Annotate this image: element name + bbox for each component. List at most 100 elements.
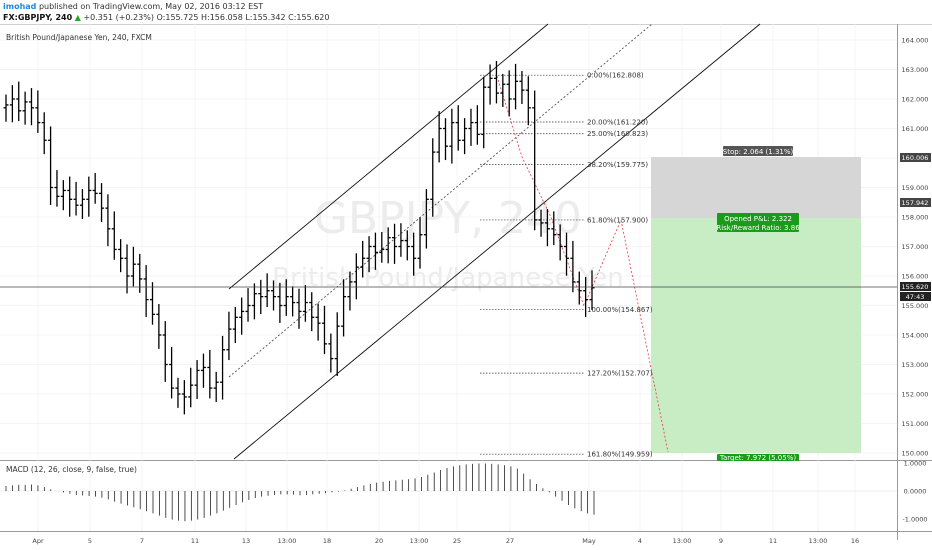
ohlc-bar [245, 288, 251, 322]
ohlc-bar [519, 70, 525, 105]
ohlc-bar [455, 105, 461, 151]
target-zone[interactable] [651, 218, 861, 453]
macd-tick-label: 0.0000 [904, 488, 927, 496]
macd-histogram[interactable] [5, 463, 595, 522]
name-watermark: British Pound/Japanese Yen [272, 263, 624, 293]
target-label-box [717, 454, 799, 461]
ohlc-bar [341, 279, 347, 337]
stop-zone[interactable] [651, 157, 861, 218]
ohlc-bar [105, 194, 111, 247]
author-link[interactable]: imohad [3, 2, 37, 11]
ohlc-bar [156, 304, 162, 349]
ohlc-bar [589, 270, 595, 310]
ohlc-bar [162, 321, 168, 382]
price-tick-label: 158.000 [902, 214, 929, 222]
ohlc-bar [118, 239, 124, 273]
ohlc-bar [430, 138, 436, 217]
fib-level-label: 0.00%(162.808) [587, 72, 644, 80]
ohlc-bar [334, 312, 340, 377]
price-tick-label: 162.000 [902, 96, 929, 104]
ohlc-bar [16, 81, 22, 122]
ohlc-bar [258, 279, 264, 315]
stop-label: Stop: 2.064 (1.31%) [723, 148, 794, 156]
time-tick-label: 11 [769, 537, 777, 545]
ohlc-bar [226, 311, 232, 361]
ohlc-bar [35, 90, 41, 133]
stop-price-label: 160.006 [902, 154, 929, 162]
ohlc-bar [321, 305, 327, 355]
time-tick-label: 9 [719, 537, 723, 545]
ohlc-bar [538, 209, 544, 237]
ohlc-bar [493, 60, 499, 104]
time-tick-label: 27 [506, 537, 514, 545]
ohlc-bar [60, 180, 66, 211]
price-tick-label: 152.000 [902, 391, 929, 399]
time-tick-label: May [582, 537, 596, 545]
ohlc-bar [79, 188, 85, 220]
channel-lower-line[interactable] [233, 23, 761, 460]
ohlc-bar [385, 227, 391, 264]
ohlc-bar [124, 244, 130, 294]
ohlc-bar [564, 232, 570, 276]
ohlc-bar [583, 276, 589, 318]
channel-upper-line[interactable] [228, 23, 549, 290]
ohlc-bar [143, 265, 149, 318]
ohlc-bar [532, 90, 538, 231]
up-arrow-icon: ▲ [74, 13, 81, 22]
countdown-label: 47:43 [906, 293, 925, 301]
time-tick-label: 13:00 [278, 537, 297, 545]
ohlc-bar [481, 76, 487, 149]
ohlc-bar [423, 188, 429, 249]
time-tick-label: 20 [375, 537, 383, 545]
price-tick-label: 154.000 [902, 332, 929, 340]
fib-level-label: 38.20%(159.775) [587, 161, 648, 169]
time-tick-label: 18 [323, 537, 331, 545]
price-tick-label: 157.000 [902, 243, 929, 251]
ohlc-bar [207, 350, 213, 399]
ohlc-bar [48, 126, 54, 205]
ohlc-bar [449, 108, 455, 164]
ohlc-label: O:155.725 H:156.058 L:155.342 C:155.620 [156, 13, 330, 22]
ohlc-bar [347, 271, 353, 311]
ohlc-bar [290, 286, 296, 317]
last-price-label: 155.620 [902, 283, 929, 291]
time-tick-label: 13:00 [673, 537, 692, 545]
fib-level-label: 25.00%(160.823) [587, 130, 648, 138]
ohlc-bar [220, 335, 226, 400]
price-axis[interactable]: 150.000 151.000 152.000 153.000 154.000 155.0… [902, 37, 929, 458]
macd-tick-label: -1.0000 [902, 516, 927, 524]
ohlc-bar [576, 271, 582, 305]
stop-price-tag [900, 153, 931, 162]
time-tick-label: 5 [88, 537, 92, 545]
ohlc-bar [513, 63, 519, 110]
entry-price-label: 157.942 [902, 199, 929, 207]
ohlc-bar [41, 112, 47, 155]
pnl-label: Opened P&L: 2.322 [724, 215, 792, 223]
ohlc-bar [328, 333, 334, 373]
ohlc-bars[interactable] [3, 60, 595, 415]
ohlc-bar [283, 279, 289, 316]
ohlc-bar [544, 209, 550, 247]
ohlc-bar [150, 282, 155, 325]
macd-tick-label: 1.0000 [904, 460, 927, 468]
ohlc-bar [443, 118, 448, 161]
fib-level-label: 20.00%(161.220) [587, 119, 648, 127]
change-label: +0.351 (+0.23%) [83, 13, 154, 22]
countdown-tag [900, 292, 931, 301]
symbol-label: FX:GBPJPY, 240 [3, 13, 73, 22]
ohlc-bar [296, 288, 302, 329]
time-tick-label: 11 [191, 537, 199, 545]
ohlc-bar [251, 283, 257, 320]
fibonacci-levels[interactable]: 0.00%(162.808) 20.00%(161.220) 25.00%(160.… [480, 72, 653, 459]
ohlc-bar [28, 88, 34, 126]
ohlc-bar [309, 292, 315, 332]
ohlc-bar [506, 70, 512, 117]
ohlc-bar [474, 105, 480, 145]
publish-header: imohad published on TradingView.com, May… [0, 0, 932, 24]
ohlc-bar [111, 211, 117, 260]
time-tick-label: 7 [140, 537, 144, 545]
time-axis[interactable]: Apr 5 7 11 13 13:00 18 20 13:00 25 27 May 4 13:00 9 11 1… [32, 537, 859, 545]
symbol-watermark: GBPJPY, 240 [314, 193, 582, 244]
